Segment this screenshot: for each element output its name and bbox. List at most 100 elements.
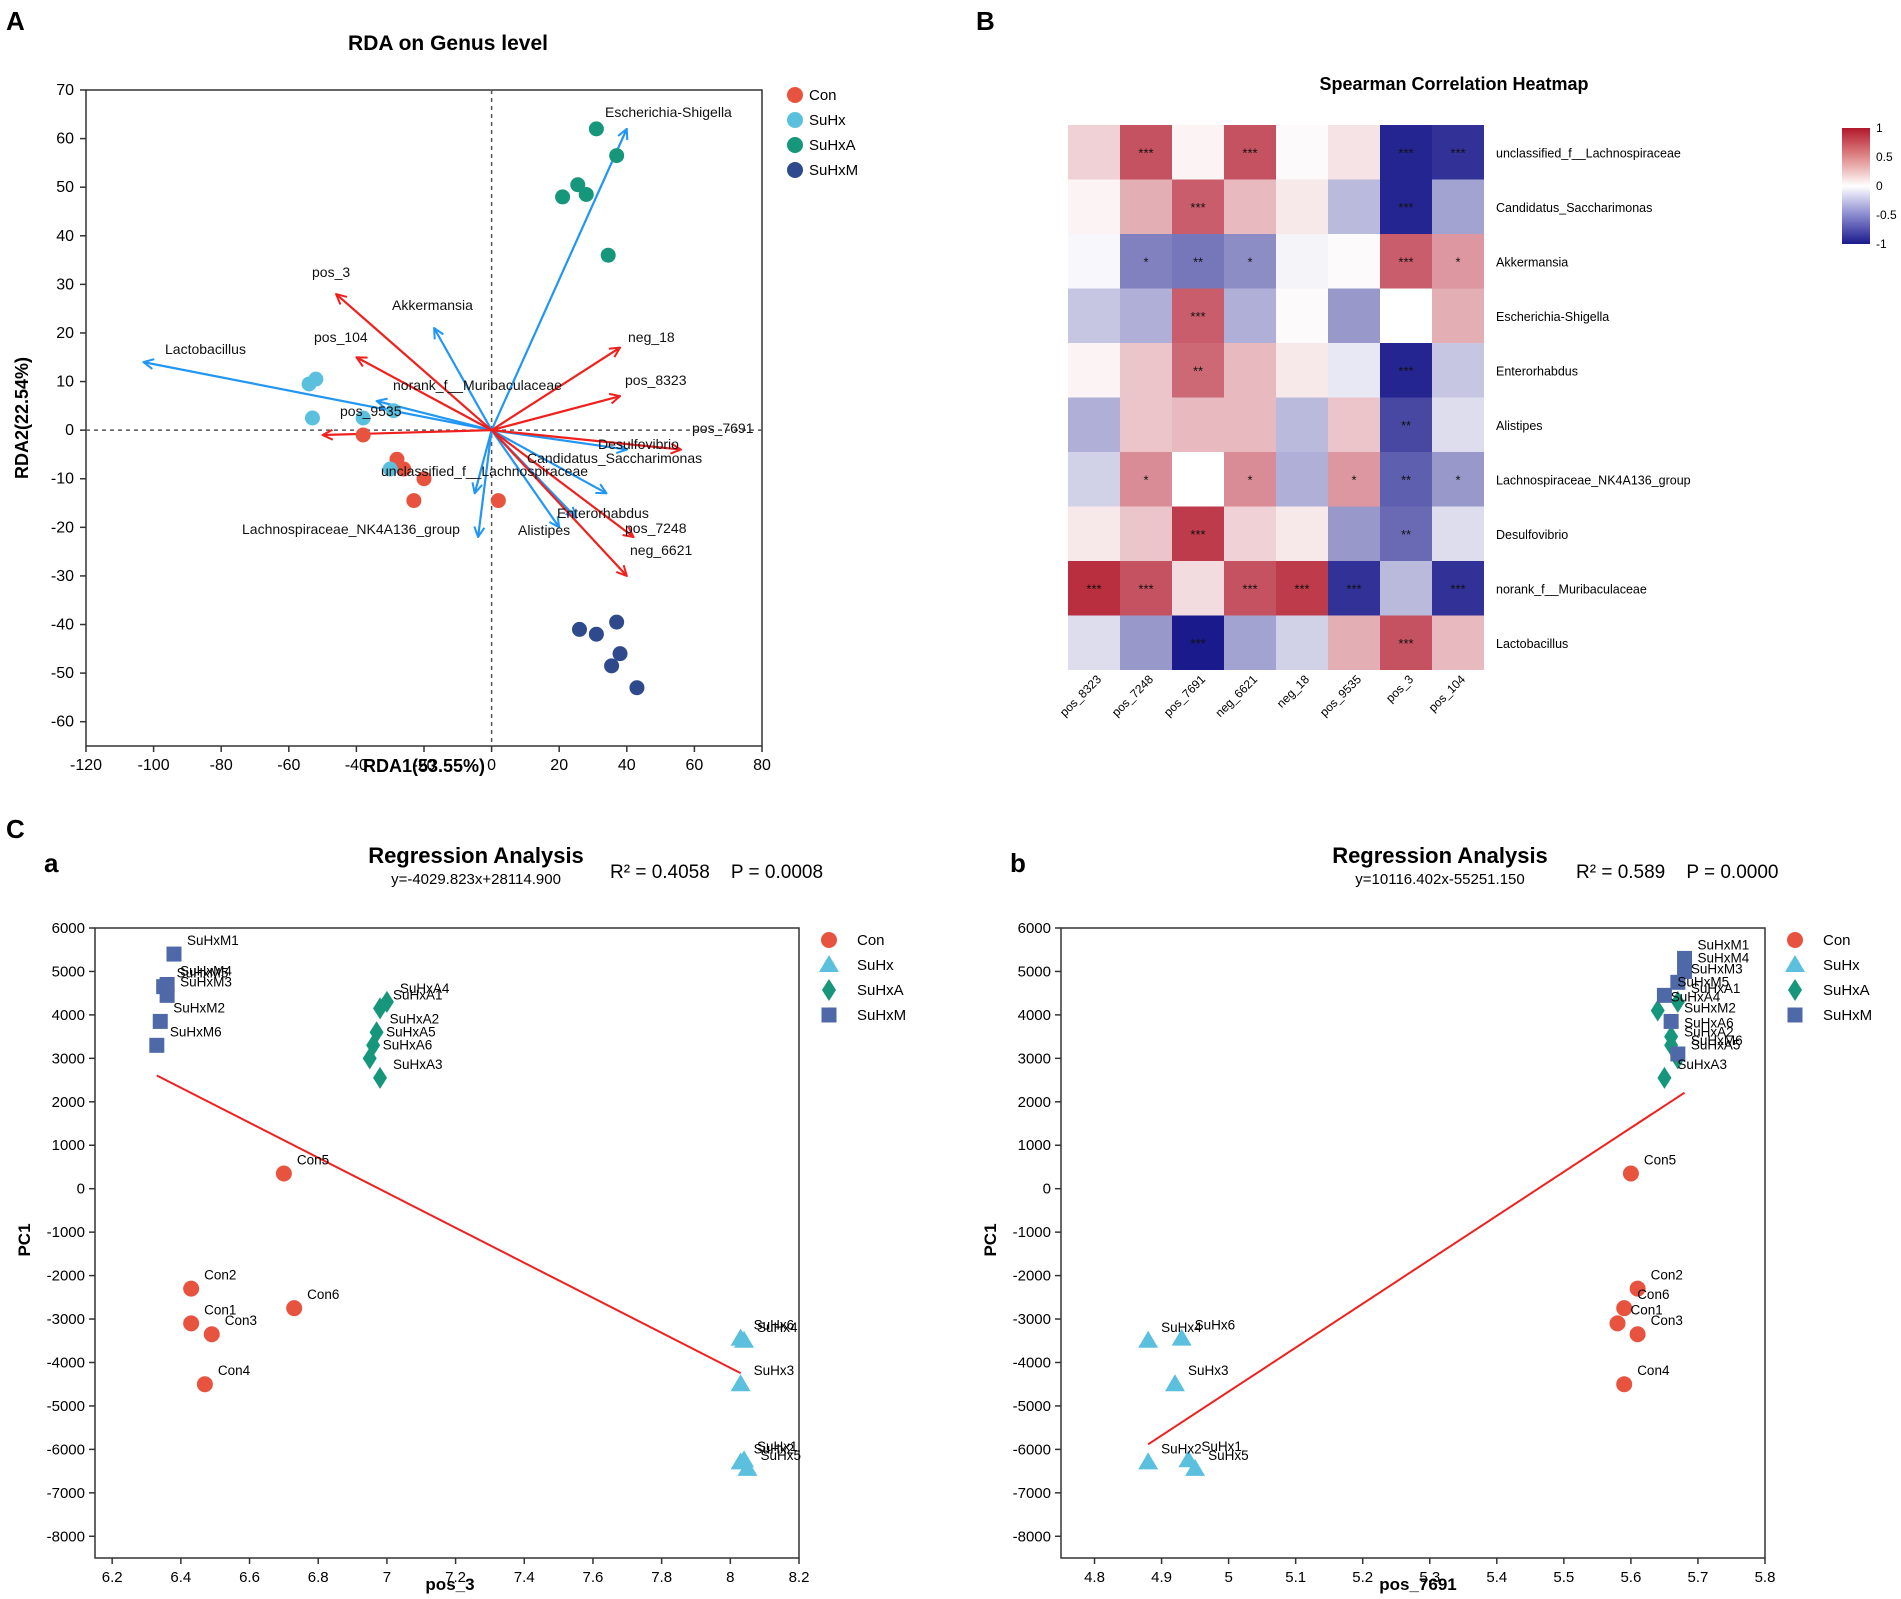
heatmap-cell <box>1276 179 1328 234</box>
rega-sample-label: SuHxA6 <box>383 1037 433 1052</box>
rega-point-suhxm2 <box>152 1013 168 1029</box>
rega-y-tick-label: 2000 <box>52 1094 85 1111</box>
heatmap-cell <box>1172 343 1224 398</box>
rega-y-tick-label: -4000 <box>47 1354 85 1371</box>
regb-x-tick-label: 5.6 <box>1620 1569 1641 1586</box>
rda-point-suhxa <box>588 121 604 137</box>
regb-x-tick-label: 4.8 <box>1084 1569 1105 1586</box>
rega-x-tick-label: 8.2 <box>789 1569 810 1586</box>
regb-sample-label: SuHxA1 <box>1691 981 1741 996</box>
heatmap-row-label: Akkermansia <box>1496 255 1568 269</box>
heatmap-cell <box>1380 288 1432 343</box>
rda-label-pos9535: pos_9535 <box>340 403 402 419</box>
rda-label-enterorhabdus: Enterorhabdus <box>557 505 649 521</box>
heatmap-row-label: Enterorhabdus <box>1496 364 1578 378</box>
heatmap-significance: *** <box>1398 254 1413 269</box>
regression-b-x-title: pos_7691 <box>1379 1575 1457 1594</box>
rda-point-suhxm <box>604 658 620 674</box>
rda-plot: RDA on Genus level -120 -100 -80 -60 -40 -20 0… <box>12 32 858 776</box>
regb-x-tick-label: 5.7 <box>1688 1569 1709 1586</box>
rega-point-suhxm6 <box>149 1037 165 1053</box>
regb-sample-label: Con6 <box>1637 1287 1669 1302</box>
regb-y-tick-label: -1000 <box>1013 1224 1051 1241</box>
heatmap-cell <box>1224 288 1276 343</box>
heatmap-cell <box>1068 615 1120 670</box>
rega-sample-label: Con2 <box>204 1268 236 1283</box>
heatmap-significance: *** <box>1398 200 1413 215</box>
heatmap-row-label: norank_f__Muribaculaceae <box>1496 582 1647 596</box>
regression-b-frame <box>1060 927 1766 1559</box>
heatmap-significance: *** <box>1294 581 1309 596</box>
regression-b-equation: y=10116.402x-55251.150 <box>1355 871 1524 888</box>
heatmap-cell <box>1432 452 1484 507</box>
regb-sample-label: SuHxM3 <box>1691 961 1743 976</box>
rega-sample-label: SuHx4 <box>757 1320 798 1335</box>
regb-sample-label: SuHxM2 <box>1684 1000 1736 1015</box>
rda-points <box>301 121 645 696</box>
heatmap-column-labels: pos_8323 pos_7248 pos_7691 neg_6621 neg_18 po… <box>1057 672 1468 720</box>
rega-sample-label: SuHxA1 <box>393 987 443 1002</box>
regb-y-tick-label: 2000 <box>1018 1094 1051 1111</box>
rda-y-axis-title: RDA2(22.54%) <box>12 357 32 479</box>
regb-y-tick-label: -5000 <box>1013 1398 1051 1415</box>
heatmap-cell <box>1328 179 1380 234</box>
regression-b-axes: 4.8 4.9 5 5.1 5.2 5.3 5.4 5.5 5.6 5.7 5.8 6000 5000 4… <box>1013 920 1776 1586</box>
rda-x-tick-label: 40 <box>618 757 636 774</box>
metabolite-arrow-pos-104 <box>356 357 493 432</box>
rega-x-tick-label: 8 <box>726 1569 734 1586</box>
rda-x-tick-label: -40 <box>345 757 368 774</box>
heatmap-significance: *** <box>1242 145 1257 160</box>
rda-y-tick-label: -30 <box>51 568 74 585</box>
heatmap-cell <box>1224 452 1276 507</box>
heatmap-column-label: pos_7248 <box>1109 672 1156 719</box>
rega-sample-label: SuHxM5 <box>177 966 229 981</box>
regb-point-suhxa1 <box>1670 990 1685 1013</box>
heatmap-cell <box>1380 125 1432 180</box>
heatmap-title: Spearman Correlation Heatmap <box>1319 74 1588 94</box>
legend-label-con: Con <box>809 87 837 104</box>
rega-y-tick-label: -5000 <box>47 1398 85 1415</box>
rda-label-escherichia: Escherichia-Shigella <box>605 104 732 120</box>
rega-sample-label: SuHxA3 <box>393 1057 443 1072</box>
heatmap-significance: *** <box>1138 145 1153 160</box>
rda-point-suhxm <box>612 646 628 662</box>
rda-label-akkermansia: Akkermansia <box>392 297 473 313</box>
rda-y-tick-label: -20 <box>51 519 74 536</box>
regb-sample-label: SuHxA4 <box>1671 990 1721 1005</box>
regb-y-tick-label: 0 <box>1043 1181 1051 1198</box>
rega-sample-label: SuHxA4 <box>400 981 450 996</box>
heatmap-cell <box>1380 506 1432 561</box>
regb-x-tick-label: 5.8 <box>1755 1569 1776 1586</box>
rda-x-tick-label: -20 <box>412 757 435 774</box>
heatmap-cell <box>1172 234 1224 289</box>
rega-legend-label-suhx: SuHx <box>857 957 894 974</box>
heatmap-cell <box>1328 288 1380 343</box>
rda-point-con <box>396 461 412 477</box>
regb-sample-label: SuHx4 <box>1161 1320 1202 1335</box>
rda-y-tick-label: 40 <box>56 228 74 245</box>
rda-title: RDA on Genus level <box>348 32 548 55</box>
regb-point-suhxa6 <box>1664 1025 1679 1048</box>
heatmap-cell <box>1068 397 1120 452</box>
heatmap-row-label: unclassified_f__Lachnospiraceae <box>1496 146 1681 160</box>
rega-point-con6 <box>286 1300 303 1317</box>
rega-x-tick-label: 7 <box>383 1569 391 1586</box>
rda-point-suhxa <box>555 189 571 205</box>
species-arrow-lactobacillus <box>143 362 492 432</box>
regb-point-con4 <box>1616 1376 1633 1393</box>
heatmap-column-label: pos_9535 <box>1317 672 1364 719</box>
heatmap-cell <box>1432 561 1484 616</box>
regb-x-tick-label: 5.5 <box>1553 1569 1574 1586</box>
regb-sample-label: SuHxA2 <box>1684 1024 1734 1039</box>
heatmap-cell <box>1120 397 1172 452</box>
heatmap-significance: *** <box>1190 200 1205 215</box>
rega-x-tick-label: 7.2 <box>445 1569 466 1586</box>
heatmap-column-label: pos_104 <box>1426 672 1469 715</box>
regb-y-tick-label: -7000 <box>1013 1485 1051 1502</box>
rega-point-suhx3 <box>730 1374 751 1392</box>
heatmap-cell <box>1328 561 1380 616</box>
rega-sample-label: SuHxM6 <box>170 1024 222 1039</box>
regb-sample-label: SuHx2 <box>1161 1441 1202 1456</box>
heatmap-significance: ** <box>1193 254 1203 269</box>
